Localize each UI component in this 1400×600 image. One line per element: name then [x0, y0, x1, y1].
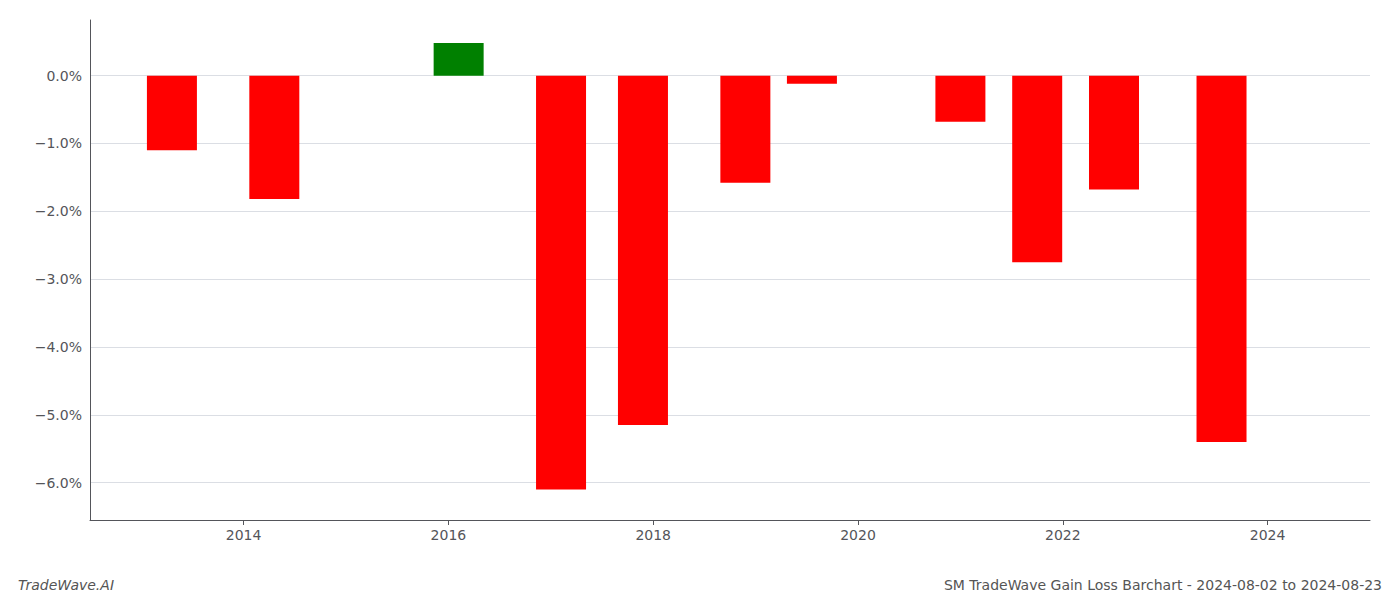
svg-text:2016: 2016 [431, 527, 467, 543]
svg-text:−4.0%: −4.0% [35, 339, 82, 355]
svg-text:−5.0%: −5.0% [35, 407, 82, 423]
svg-text:2014: 2014 [226, 527, 262, 543]
svg-text:−2.0%: −2.0% [35, 203, 82, 219]
svg-text:SM TradeWave Gain Loss Barchar: SM TradeWave Gain Loss Barchart - 2024-0… [944, 577, 1382, 593]
svg-text:−6.0%: −6.0% [35, 475, 82, 491]
svg-text:0.0%: 0.0% [46, 68, 82, 84]
svg-text:2018: 2018 [635, 527, 671, 543]
svg-text:2020: 2020 [840, 527, 876, 543]
svg-text:−3.0%: −3.0% [35, 271, 82, 287]
svg-text:2022: 2022 [1045, 527, 1081, 543]
svg-text:TradeWave.AI: TradeWave.AI [18, 577, 114, 593]
svg-text:2024: 2024 [1250, 527, 1286, 543]
svg-text:−1.0%: −1.0% [35, 135, 82, 151]
